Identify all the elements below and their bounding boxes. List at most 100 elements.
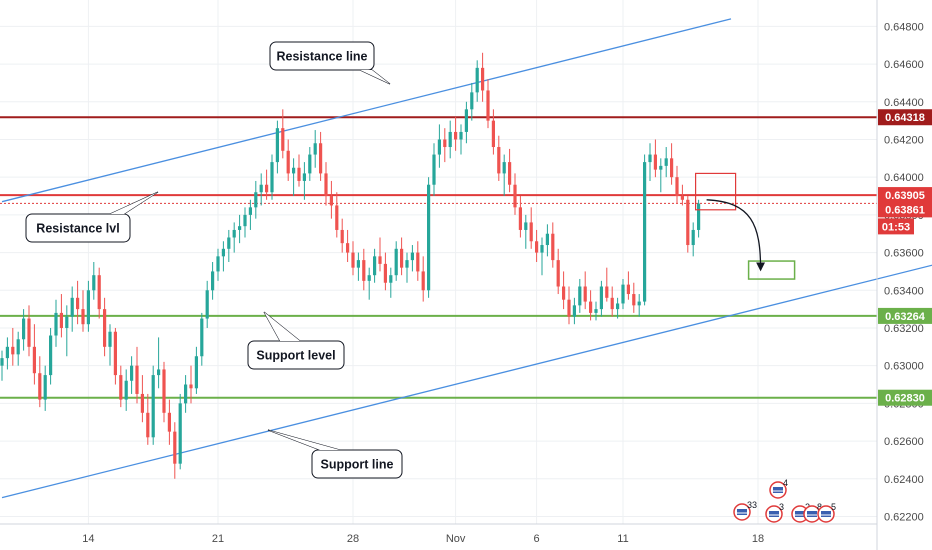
candle-body: [432, 154, 436, 185]
projection-box-red[interactable]: [694, 172, 737, 211]
candle-body: [653, 154, 657, 170]
candle-body: [610, 297, 614, 310]
candle: [443, 128, 447, 163]
callout-box: [269, 41, 375, 71]
candle-body: [637, 301, 641, 306]
candle: [524, 214, 528, 249]
candle: [22, 309, 26, 351]
candle-body: [43, 375, 47, 400]
candle-body: [389, 275, 393, 283]
candle: [356, 252, 360, 281]
callout-support-line[interactable]: Support line: [267, 429, 403, 479]
candle: [221, 241, 225, 272]
candle: [178, 393, 182, 470]
candle: [691, 222, 695, 257]
callout-label: Support line: [321, 458, 394, 472]
candle: [286, 139, 290, 181]
candle-body: [643, 162, 647, 302]
candle: [648, 143, 652, 181]
grid: [0, 0, 877, 524]
candle-body: [270, 162, 274, 193]
candle-body: [626, 284, 630, 295]
callout-resistance-line[interactable]: Resistance line: [269, 41, 391, 85]
candle-body: [459, 131, 463, 140]
candle: [583, 271, 587, 310]
y-tick-label: 0.63200: [884, 323, 924, 335]
candle: [589, 290, 593, 321]
candle: [383, 252, 387, 291]
candle-body: [124, 380, 128, 400]
candle-body: [297, 167, 301, 181]
candle: [92, 262, 96, 300]
price-tag-label: 0.64318: [885, 112, 925, 124]
event-badges: 3343285: [733, 478, 836, 523]
candle: [119, 365, 123, 408]
event-badge[interactable]: 3: [765, 502, 784, 523]
candle-body: [545, 233, 549, 246]
event-badge[interactable]: 5: [817, 502, 836, 523]
candle: [567, 286, 571, 325]
candle: [497, 135, 501, 181]
candle: [81, 290, 85, 332]
candle-body: [578, 286, 582, 306]
horizontal-levels: [0, 116, 877, 399]
candle-body: [659, 165, 663, 170]
candle-body: [599, 286, 603, 310]
candle-body: [27, 318, 31, 347]
candle: [211, 262, 215, 300]
y-tick-label: 0.63600: [884, 248, 924, 260]
candle: [491, 109, 495, 155]
x-tick-label: Nov: [446, 533, 466, 545]
candle-body: [81, 309, 85, 325]
candle: [151, 365, 155, 445]
price-tag-bg: [878, 307, 932, 324]
candle: [502, 154, 506, 197]
event-flag-field: [769, 511, 779, 517]
candle-body: [421, 271, 425, 291]
candle-body: [329, 196, 333, 206]
candle: [594, 301, 598, 321]
candle: [481, 52, 485, 102]
trendline-resistance-line[interactable]: [1, 18, 732, 203]
candle: [157, 337, 161, 389]
price-tag-label: 0.63861: [885, 204, 925, 216]
callout-support-level[interactable]: Support level: [247, 311, 345, 370]
candle-body: [38, 373, 42, 400]
callout-resistance-lvl[interactable]: Resistance lvl: [25, 191, 159, 243]
candle: [551, 222, 555, 268]
event-badge[interactable]: 4: [769, 478, 788, 499]
callout-box: [311, 449, 403, 479]
price-tag-support-lower: 0.62830: [878, 389, 932, 406]
candle-body: [151, 375, 155, 438]
projection-arrow[interactable]: [706, 199, 766, 272]
candle-body: [194, 356, 198, 389]
candle: [643, 154, 647, 306]
candle-body: [475, 67, 479, 93]
candle: [97, 267, 101, 319]
callout-box: [25, 213, 131, 243]
callout-label: Resistance lvl: [36, 222, 119, 236]
candle-body: [308, 154, 312, 174]
trendline-support-line[interactable]: [1, 241, 932, 499]
event-badge-count: 4: [783, 478, 788, 488]
target-box-green[interactable]: [747, 260, 796, 280]
candle: [632, 282, 636, 313]
candle-body: [0, 358, 4, 366]
candle-body: [686, 199, 690, 246]
candle: [578, 278, 582, 313]
candle-body: [362, 260, 366, 281]
candle-body: [491, 120, 495, 148]
candle: [367, 267, 371, 300]
candle-body: [400, 248, 404, 268]
candle: [486, 79, 490, 129]
candle: [130, 356, 134, 394]
candle: [653, 139, 657, 178]
event-badge[interactable]: 33: [733, 500, 757, 521]
candle: [162, 361, 166, 423]
candle-body: [265, 184, 269, 193]
candle-body: [11, 346, 15, 355]
candle-body: [313, 143, 317, 155]
candle-body: [529, 222, 533, 242]
